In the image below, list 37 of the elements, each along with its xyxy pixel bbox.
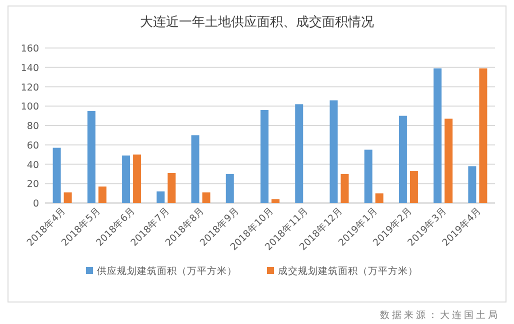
bar xyxy=(156,191,165,203)
y-tick-label: 100 xyxy=(20,102,39,113)
bar xyxy=(98,186,106,203)
y-tick-label: 140 xyxy=(20,62,39,74)
bar xyxy=(479,68,488,203)
y-tick-label: 60 xyxy=(26,140,39,152)
bar xyxy=(64,192,72,203)
bar xyxy=(87,110,96,203)
bar xyxy=(468,166,476,203)
y-tick-label: 20 xyxy=(26,179,39,190)
chart-title: 大连近一年土地供应面积、成交面积情况 xyxy=(140,14,374,30)
legend-label: 成交规划建筑面积（万平方米） xyxy=(278,265,418,277)
y-tick-label: 40 xyxy=(26,160,39,171)
bar xyxy=(191,135,200,203)
bar xyxy=(52,148,61,203)
legend-label: 供应规划建筑面积（万平方米） xyxy=(97,265,237,277)
bar xyxy=(202,192,210,203)
bar xyxy=(398,116,407,203)
source-note: 数据来源：大连国土局 xyxy=(380,309,500,321)
bar xyxy=(375,193,384,203)
bar xyxy=(133,154,142,203)
bar xyxy=(330,100,338,203)
bar xyxy=(168,172,176,203)
bar xyxy=(364,150,372,203)
bar xyxy=(434,68,442,203)
bar xyxy=(340,174,349,203)
bar xyxy=(122,156,130,203)
bar xyxy=(295,104,304,203)
bar xyxy=(226,174,234,203)
bar xyxy=(260,110,268,203)
y-tick-label: 80 xyxy=(26,121,39,132)
bar xyxy=(272,199,280,203)
bar xyxy=(410,171,418,203)
y-tick-label: 0 xyxy=(32,198,39,210)
y-tick-label: 120 xyxy=(20,82,39,94)
bar xyxy=(444,118,453,203)
y-tick-label: 160 xyxy=(20,44,39,54)
